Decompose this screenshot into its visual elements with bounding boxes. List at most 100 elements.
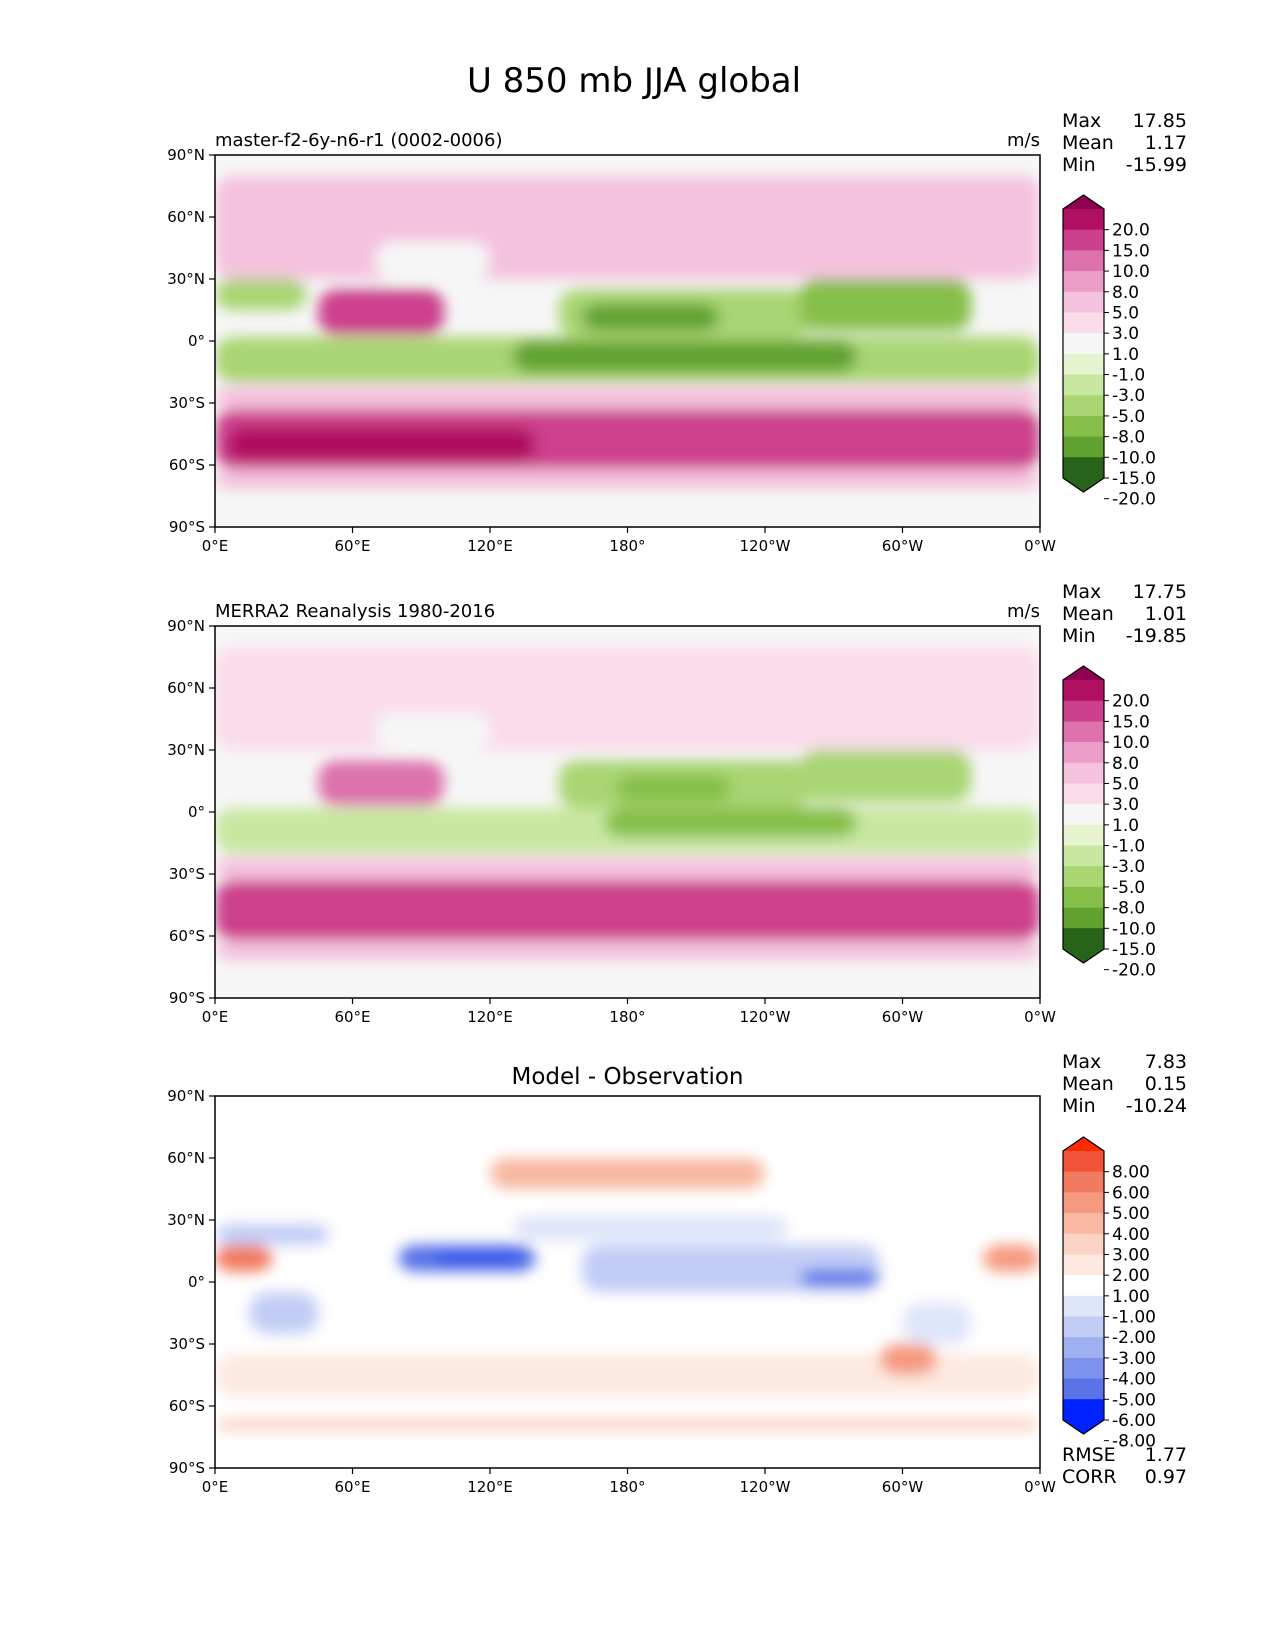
units-label: m/s [1007,130,1040,151]
stat-label: Mean [1062,1073,1114,1095]
field-region-15 [215,175,1040,279]
y-tick-label: 90°S [169,989,205,1007]
colorbar-segment [1063,1233,1104,1255]
colorbar-label: 20.0 [1112,221,1150,241]
colorbar-segment [1063,1275,1104,1297]
colorbar-label: -20.0 [1112,490,1156,510]
colorbar-label: 5.0 [1112,303,1139,323]
stat-value: 1.01 [1145,603,1187,625]
x-tick-label: 0°W [1024,1008,1056,1026]
colorbar-segment [1063,291,1104,313]
colorbar-label: -1.00 [1112,1308,1156,1328]
field-region-14 [215,646,1040,750]
colorbar-label: -5.00 [1112,1390,1156,1410]
colorbar-label: 4.00 [1112,1225,1150,1245]
colorbar-segment [1063,783,1104,805]
y-tick-label: 90°N [167,146,205,164]
colorbar-label: -10.0 [1112,919,1156,939]
colorbar-segment [1063,1254,1104,1276]
colorbar-label: -5.0 [1112,407,1145,427]
x-tick-label: 120°W [740,1008,791,1026]
y-tick-label: 60°N [167,208,205,226]
colorbar-segment [1063,1357,1104,1380]
field-layer [215,646,1040,994]
x-tick-label: 60°E [334,1008,370,1026]
colorbar-label: -1.0 [1112,837,1145,857]
colorbar-segment [1063,374,1104,396]
colorbar-label: -10.0 [1112,448,1156,468]
colorbar-label: -4.00 [1112,1370,1156,1390]
field-region-11 [902,1302,972,1344]
stat-label: Mean [1062,132,1114,154]
stat-value: -19.85 [1126,625,1187,647]
x-tick-label: 120°E [467,537,513,555]
field-region-2 [260,898,490,926]
field-region-12 [318,289,445,335]
colorbar-segment [1063,353,1104,376]
colorbar-segment [1063,1316,1104,1338]
y-tick-label: 90°N [167,1087,205,1105]
field-region-14 [249,1292,319,1334]
colorbar-label: 10.0 [1112,733,1150,753]
x-tick-label: 60°E [334,1478,370,1496]
x-tick-label: 180° [609,537,645,555]
y-tick-label: 90°N [167,617,205,635]
x-tick-label: 0°E [202,1008,229,1026]
panel-subtitle: MERRA2 Reanalysis 1980-2016 [215,601,495,622]
field-region-4 [215,857,1040,881]
stat-value: 17.75 [1133,581,1187,603]
figure-title: U 850 mb JJA global [467,61,801,101]
colorbar-label: -5.0 [1112,878,1145,898]
x-tick-label: 60°W [882,1478,924,1496]
colorbar-bottom-arrow [1063,457,1104,492]
colorbar-label: -3.0 [1112,857,1145,877]
field-region-3 [902,898,1040,932]
stat-value: 17.85 [1133,110,1187,132]
field-layer [215,1158,1040,1431]
y-tick-label: 0° [188,332,205,350]
field-region-16 [375,241,490,279]
extra-stat-label: CORR [1062,1466,1117,1488]
field-region-5 [215,940,1040,961]
colorbar-segment [1063,845,1104,867]
colorbar-segment [1063,680,1104,702]
panels-group: 0°E 60°E 120°E 180° 120°W 60°W 0°W 90°N 60°N 30°N… [167,110,1187,1496]
colorbar-label: 1.0 [1112,816,1139,836]
stat-label: Max [1062,110,1101,132]
x-tick-label: 60°W [882,1008,924,1026]
units-label: m/s [1007,601,1040,622]
stat-label: Min [1062,1095,1096,1117]
field-region-12 [318,760,445,806]
colorbar-label: -6.00 [1112,1411,1156,1431]
x-tick-label: 180° [609,1478,645,1496]
y-tick-label: 30°S [169,394,205,412]
colorbar-segment [1063,415,1104,438]
colorbar-segment [1063,1213,1104,1235]
stat-label: Max [1062,581,1101,603]
colorbar-segment [1063,804,1104,826]
x-tick-label: 0°E [202,1478,229,1496]
y-tick-label: 60°N [167,679,205,697]
field-region-12 [879,1344,937,1375]
y-tick-label: 90°S [169,1459,205,1477]
field-region-10 [490,1158,765,1189]
colorbar-segment [1063,395,1104,417]
panel-2: 0°E 60°E 120°E 180° 120°W 60°W 0°W 90°N 60°N 30°N… [167,581,1187,1026]
colorbar-segment [1063,1337,1104,1359]
colorbar-label: 15.0 [1112,712,1150,732]
colorbar-label: 8.0 [1112,283,1139,303]
colorbar-segment [1063,1192,1104,1214]
colorbar-label: -15.0 [1112,469,1156,489]
colorbar-segment [1063,700,1104,722]
field-region-2 [226,427,536,461]
colorbar-segment [1063,312,1104,334]
colorbar-label: 5.00 [1112,1204,1150,1224]
y-tick-label: 60°S [169,1397,205,1415]
colorbar-segment [1063,721,1104,743]
field-region-10 [799,279,972,331]
colorbar-label: 2.00 [1112,1266,1150,1286]
colorbar-segment [1063,824,1104,847]
extra-stat-value: 0.97 [1145,1466,1187,1488]
field-region-1 [215,1354,1040,1396]
